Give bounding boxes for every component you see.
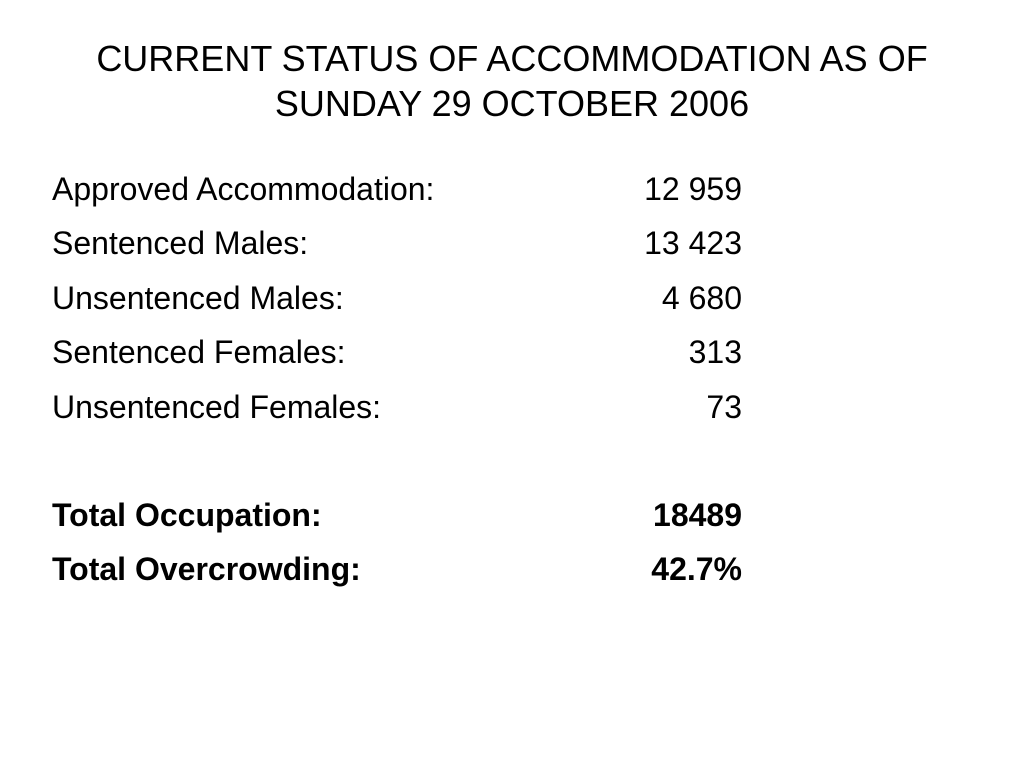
label: Approved Accommodation: — [52, 162, 562, 216]
label: Unsentenced Females: — [52, 380, 562, 434]
slide: CURRENT STATUS OF ACCOMMODATION AS OF SU… — [0, 0, 1024, 768]
label: Total Overcrowding: — [52, 542, 562, 596]
data-rows: Approved Accommodation: 12 959 Sentenced… — [52, 162, 972, 597]
value: 313 — [562, 325, 742, 379]
row-total-overcrowding: Total Overcrowding: 42.7% — [52, 542, 972, 596]
label: Sentenced Males: — [52, 216, 562, 270]
slide-title: CURRENT STATUS OF ACCOMMODATION AS OF SU… — [72, 36, 952, 126]
row-total-occupation: Total Occupation: 18489 — [52, 488, 972, 542]
row-unsentenced-females: Unsentenced Females: 73 — [52, 380, 972, 434]
value: 73 — [562, 380, 742, 434]
label: Total Occupation: — [52, 488, 562, 542]
label: Unsentenced Males: — [52, 271, 562, 325]
row-unsentenced-males: Unsentenced Males: 4 680 — [52, 271, 972, 325]
value: 4 680 — [562, 271, 742, 325]
row-sentenced-females: Sentenced Females: 313 — [52, 325, 972, 379]
value: 13 423 — [562, 216, 742, 270]
value: 12 959 — [562, 162, 742, 216]
row-spacer — [52, 434, 972, 488]
label: Sentenced Females: — [52, 325, 562, 379]
value: 18489 — [562, 488, 742, 542]
row-approved-accommodation: Approved Accommodation: 12 959 — [52, 162, 972, 216]
row-sentenced-males: Sentenced Males: 13 423 — [52, 216, 972, 270]
value: 42.7% — [562, 542, 742, 596]
